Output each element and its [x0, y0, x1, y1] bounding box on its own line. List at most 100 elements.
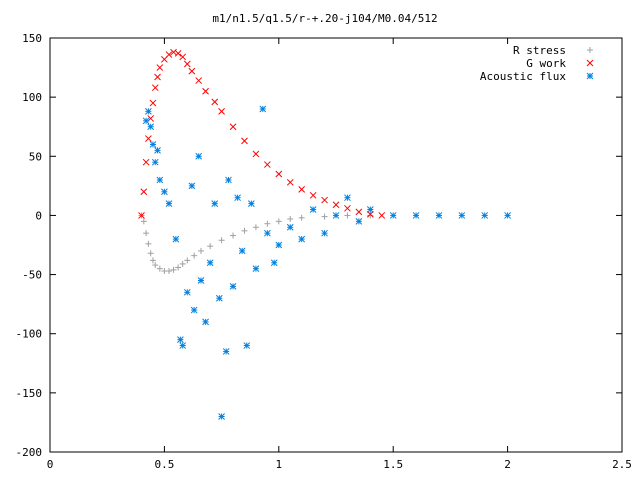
series-1-point-25	[286, 178, 294, 186]
series-2-point-12	[183, 288, 191, 296]
legend-label-1: G work	[526, 57, 566, 70]
legend-marker-0	[587, 47, 593, 53]
series-2-point-24	[229, 283, 237, 290]
x-tick-label-1: 0.5	[154, 458, 174, 471]
series-1-point-32	[366, 210, 374, 218]
series-2-point-18	[206, 259, 214, 267]
x-tick-label-2: 1	[275, 458, 282, 471]
series-0-point-5	[149, 257, 156, 264]
series-1-point-27	[309, 191, 317, 199]
series-2-point-13	[188, 182, 196, 190]
series-2-point-46	[481, 212, 489, 219]
series-0-point-19	[241, 227, 248, 234]
series-2-point-37	[321, 229, 328, 237]
series-1-point-7	[154, 73, 161, 81]
series-2-point-16	[197, 277, 205, 284]
y-tick-label-0: 150	[22, 32, 42, 45]
series-0-point-17	[218, 237, 225, 244]
series-1-point-5	[149, 99, 157, 107]
series-2-point-31	[264, 229, 271, 237]
series-0	[138, 212, 374, 275]
y-tick-label-6: -150	[16, 387, 43, 400]
series-0-point-6	[152, 262, 159, 269]
series-1-point-23	[264, 161, 271, 168]
y-tick-label-3: 0	[35, 209, 42, 222]
series-1-point-24	[275, 170, 283, 178]
series-0-point-24	[298, 214, 305, 221]
series-1-point-21	[241, 137, 248, 145]
series-2-point-34	[286, 223, 294, 231]
series-0-point-3	[145, 240, 152, 247]
series-2-point-7	[161, 188, 168, 196]
x-tick-label-5: 2.5	[612, 458, 632, 471]
series-1-point-28	[321, 196, 328, 204]
series-2-point-33	[275, 241, 283, 249]
series-0-point-11	[175, 264, 182, 271]
series-layer	[138, 48, 511, 420]
legend-marker-2	[586, 72, 594, 80]
series-2-point-4	[151, 158, 159, 166]
legend-label-2: Acoustic flux	[480, 70, 566, 83]
x-tick-label-3: 1.5	[383, 458, 403, 471]
series-0-point-22	[275, 218, 282, 225]
series-2-point-19	[211, 200, 219, 207]
series-0-point-1	[140, 218, 147, 225]
x-axis: 0 0.5 1 1.5 2 2.5	[47, 38, 632, 471]
series-1-point-1	[140, 188, 148, 196]
series-0-point-21	[264, 220, 271, 227]
series-1-point-12	[174, 50, 182, 57]
series-0-point-15	[198, 247, 205, 254]
series-0-point-2	[143, 230, 150, 237]
series-1-point-16	[195, 77, 203, 84]
series-2-point-6	[156, 176, 164, 184]
series-0-point-9	[165, 268, 172, 275]
chart-title: m1/n1.5/q1.5/r-+.20-j104/M0.04/512	[212, 12, 437, 25]
series-0-point-26	[344, 212, 351, 219]
series-2-point-2	[147, 123, 155, 131]
series-2-point-44	[435, 212, 443, 219]
series-2-point-11	[179, 342, 187, 349]
series-2-point-38	[332, 212, 340, 219]
series-2-point-0	[142, 117, 150, 125]
series-0-point-7	[156, 265, 163, 272]
series-2-point-39	[344, 194, 351, 202]
legend-label-0: R stress	[513, 44, 566, 57]
series-2-point-45	[458, 212, 466, 219]
series-0-point-20	[252, 224, 259, 231]
series-2-point-20	[215, 294, 223, 302]
series-2-point-14	[190, 306, 198, 314]
series-1-point-22	[252, 150, 260, 158]
series-0-point-27	[367, 212, 374, 219]
series-1-point-18	[211, 98, 219, 106]
y-tick-label-1: 100	[22, 91, 42, 104]
plot-frame	[49, 37, 623, 453]
series-2-point-35	[298, 235, 306, 243]
series-2-point-23	[225, 176, 232, 184]
series-2-point-29	[252, 265, 260, 273]
series-2-point-8	[165, 200, 173, 207]
series-0-point-18	[230, 232, 237, 239]
y-tick-label-7: -200	[16, 446, 43, 459]
series-2-point-17	[202, 318, 209, 326]
series-1-point-13	[179, 53, 187, 61]
series-0-point-25	[321, 213, 328, 220]
series-1-point-19	[218, 107, 225, 115]
series-1-point-29	[332, 201, 340, 209]
series-0-point-14	[191, 252, 198, 259]
series-2-point-9	[172, 235, 180, 243]
series-2-point-27	[243, 342, 251, 349]
series-2-point-42	[389, 212, 397, 219]
series-0-point-23	[287, 215, 294, 222]
series-0-point-4	[147, 250, 154, 257]
series-2-point-3	[149, 141, 157, 148]
series-1-point-17	[202, 87, 209, 95]
series-0-point-16	[207, 243, 214, 250]
series-2-point-32	[270, 259, 278, 267]
y-tick-label-5: -100	[16, 328, 43, 341]
series-2	[142, 105, 511, 420]
series-0-point-12	[179, 260, 186, 267]
x-tick-label-0: 0	[47, 458, 54, 471]
y-axis: 150 100 50 0 -50 -100 -150 -200	[16, 32, 622, 459]
